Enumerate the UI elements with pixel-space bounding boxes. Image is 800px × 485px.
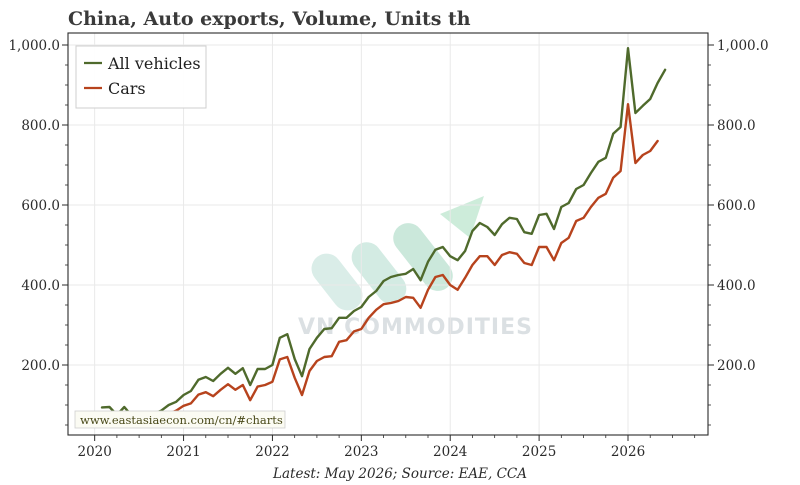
x-tick-label: 2026 <box>611 444 645 460</box>
y-tick-label-right: 1,000.0 <box>717 38 769 54</box>
series-line-cars <box>100 102 659 424</box>
y-tick-label-left: 400.0 <box>21 278 60 294</box>
legend: All vehicles Cars <box>75 45 207 109</box>
url-label-box: www.eastasiaecon.com/cn/#charts <box>74 410 286 429</box>
x-tick-label: 2022 <box>255 444 289 460</box>
series-lines <box>100 47 667 424</box>
series-line-all-vehicles <box>100 47 667 418</box>
x-tick-label: 2023 <box>344 444 378 460</box>
y-tick-label-right: 600.0 <box>717 198 756 214</box>
axes: 2020 2021 2022 2023 2024 2025 2026 200.0 200.0 40… <box>8 38 768 460</box>
y-tick-label-left: 600.0 <box>21 198 60 214</box>
x-tick-label: 2025 <box>522 444 556 460</box>
gridlines <box>68 33 708 435</box>
legend-box <box>75 45 207 109</box>
plot-frame <box>67 32 709 436</box>
chart-title: China, Auto exports, Volume, Units th <box>68 8 471 30</box>
y-tick-label-right: 400.0 <box>717 278 756 294</box>
x-tick-label: 2020 <box>77 444 111 460</box>
legend-label-cars: Cars <box>108 79 146 98</box>
watermark: VN COMMODITIES <box>298 196 532 340</box>
url-label: www.eastasiaecon.com/cn/#charts <box>80 413 283 427</box>
y-tick-label-left: 1,000.0 <box>8 38 60 54</box>
y-tick-label-left: 800.0 <box>21 118 60 134</box>
y-tick-label-left: 200.0 <box>21 358 60 374</box>
source-note: Latest: May 2026; Source: EAE, CCA <box>272 466 527 482</box>
x-tick-label: 2021 <box>166 444 200 460</box>
y-tick-label-right: 200.0 <box>717 358 756 374</box>
y-tick-label-right: 800.0 <box>717 118 756 134</box>
legend-label-all-vehicles: All vehicles <box>107 54 201 73</box>
x-tick-label: 2024 <box>433 444 467 460</box>
